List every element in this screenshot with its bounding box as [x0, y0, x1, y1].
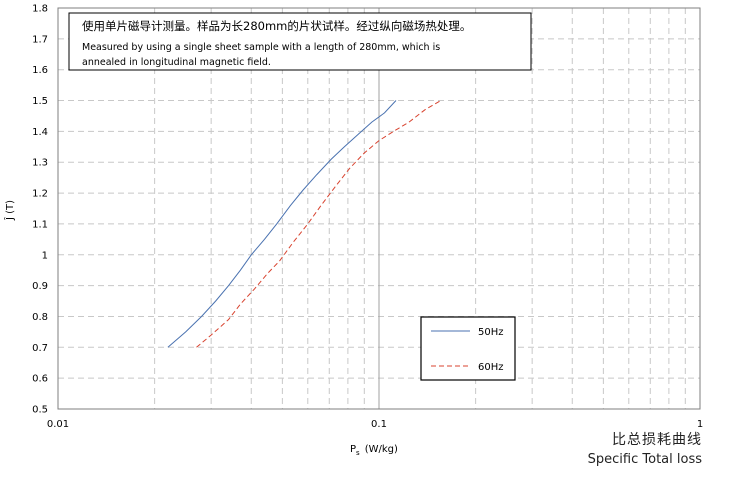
y-tick-label: 0.5 [32, 405, 48, 416]
y-tick-label: 0.9 [32, 281, 48, 292]
y-tick-label: 0.7 [32, 343, 48, 354]
note-line-cn: 使用单片磁导计测量。样品为长280mm的片状试样。经过纵向磁场热处理。 [82, 19, 471, 33]
note-line-en-2: annealed in longitudinal magnetic field. [82, 57, 271, 68]
x-tick-label: 0.1 [371, 419, 387, 430]
y-tick-labels: 0.5 0.6 0.7 0.8 0.9 1 1.1 1.2 1.3 1.4 1.5 1.6 1.7 1.8 [32, 4, 48, 416]
x-tick-label: 0.01 [47, 419, 69, 430]
annotation-note: 使用单片磁导计测量。样品为长280mm的片状试样。经过纵向磁场热处理。 Meas… [68, 12, 532, 71]
x-axis-label-unit: (W/kg) [365, 444, 398, 455]
x-tick-labels: 0.01 0.1 1 [47, 419, 703, 430]
legend: 50Hz 60Hz [420, 316, 516, 381]
y-axis-label: Ĵ (T) [3, 200, 16, 221]
plot-frame [57, 7, 701, 410]
note-line-en-1: Measured by using a single sheet sample … [82, 42, 440, 53]
y-tick-label: 0.8 [32, 312, 48, 323]
y-tick-label: 1.7 [32, 34, 48, 45]
y-tick-label: 0.6 [32, 374, 48, 385]
y-tick-label: 1.2 [32, 189, 48, 200]
caption-en: Specific Total loss [587, 452, 702, 467]
x-axis-label-sub: s [356, 449, 360, 457]
y-tick-label: 1.1 [32, 219, 48, 230]
x-axis-label: Ps (W/kg) [350, 444, 398, 457]
series-line-60hz [196, 100, 442, 348]
series-lines [167, 100, 442, 348]
y-tick-label: 1.5 [32, 96, 48, 107]
svg-text:Ps(W/kg): Ps (W/kg) [350, 444, 398, 457]
y-tick-label: 1.8 [32, 4, 48, 15]
legend-label-50hz: 50Hz [478, 327, 504, 338]
series-line-50hz [167, 100, 397, 348]
y-tick-label: 1.4 [32, 127, 48, 138]
y-tick-label: 1.3 [32, 158, 48, 169]
y-tick-label: 1.6 [32, 65, 48, 76]
legend-label-60hz: 60Hz [478, 362, 504, 373]
y-tick-label: 1 [42, 250, 48, 261]
x-tick-label: 1 [697, 419, 703, 430]
caption-cn: 比总损耗曲线 [612, 432, 702, 448]
x-axis-label-main: P [350, 444, 356, 455]
